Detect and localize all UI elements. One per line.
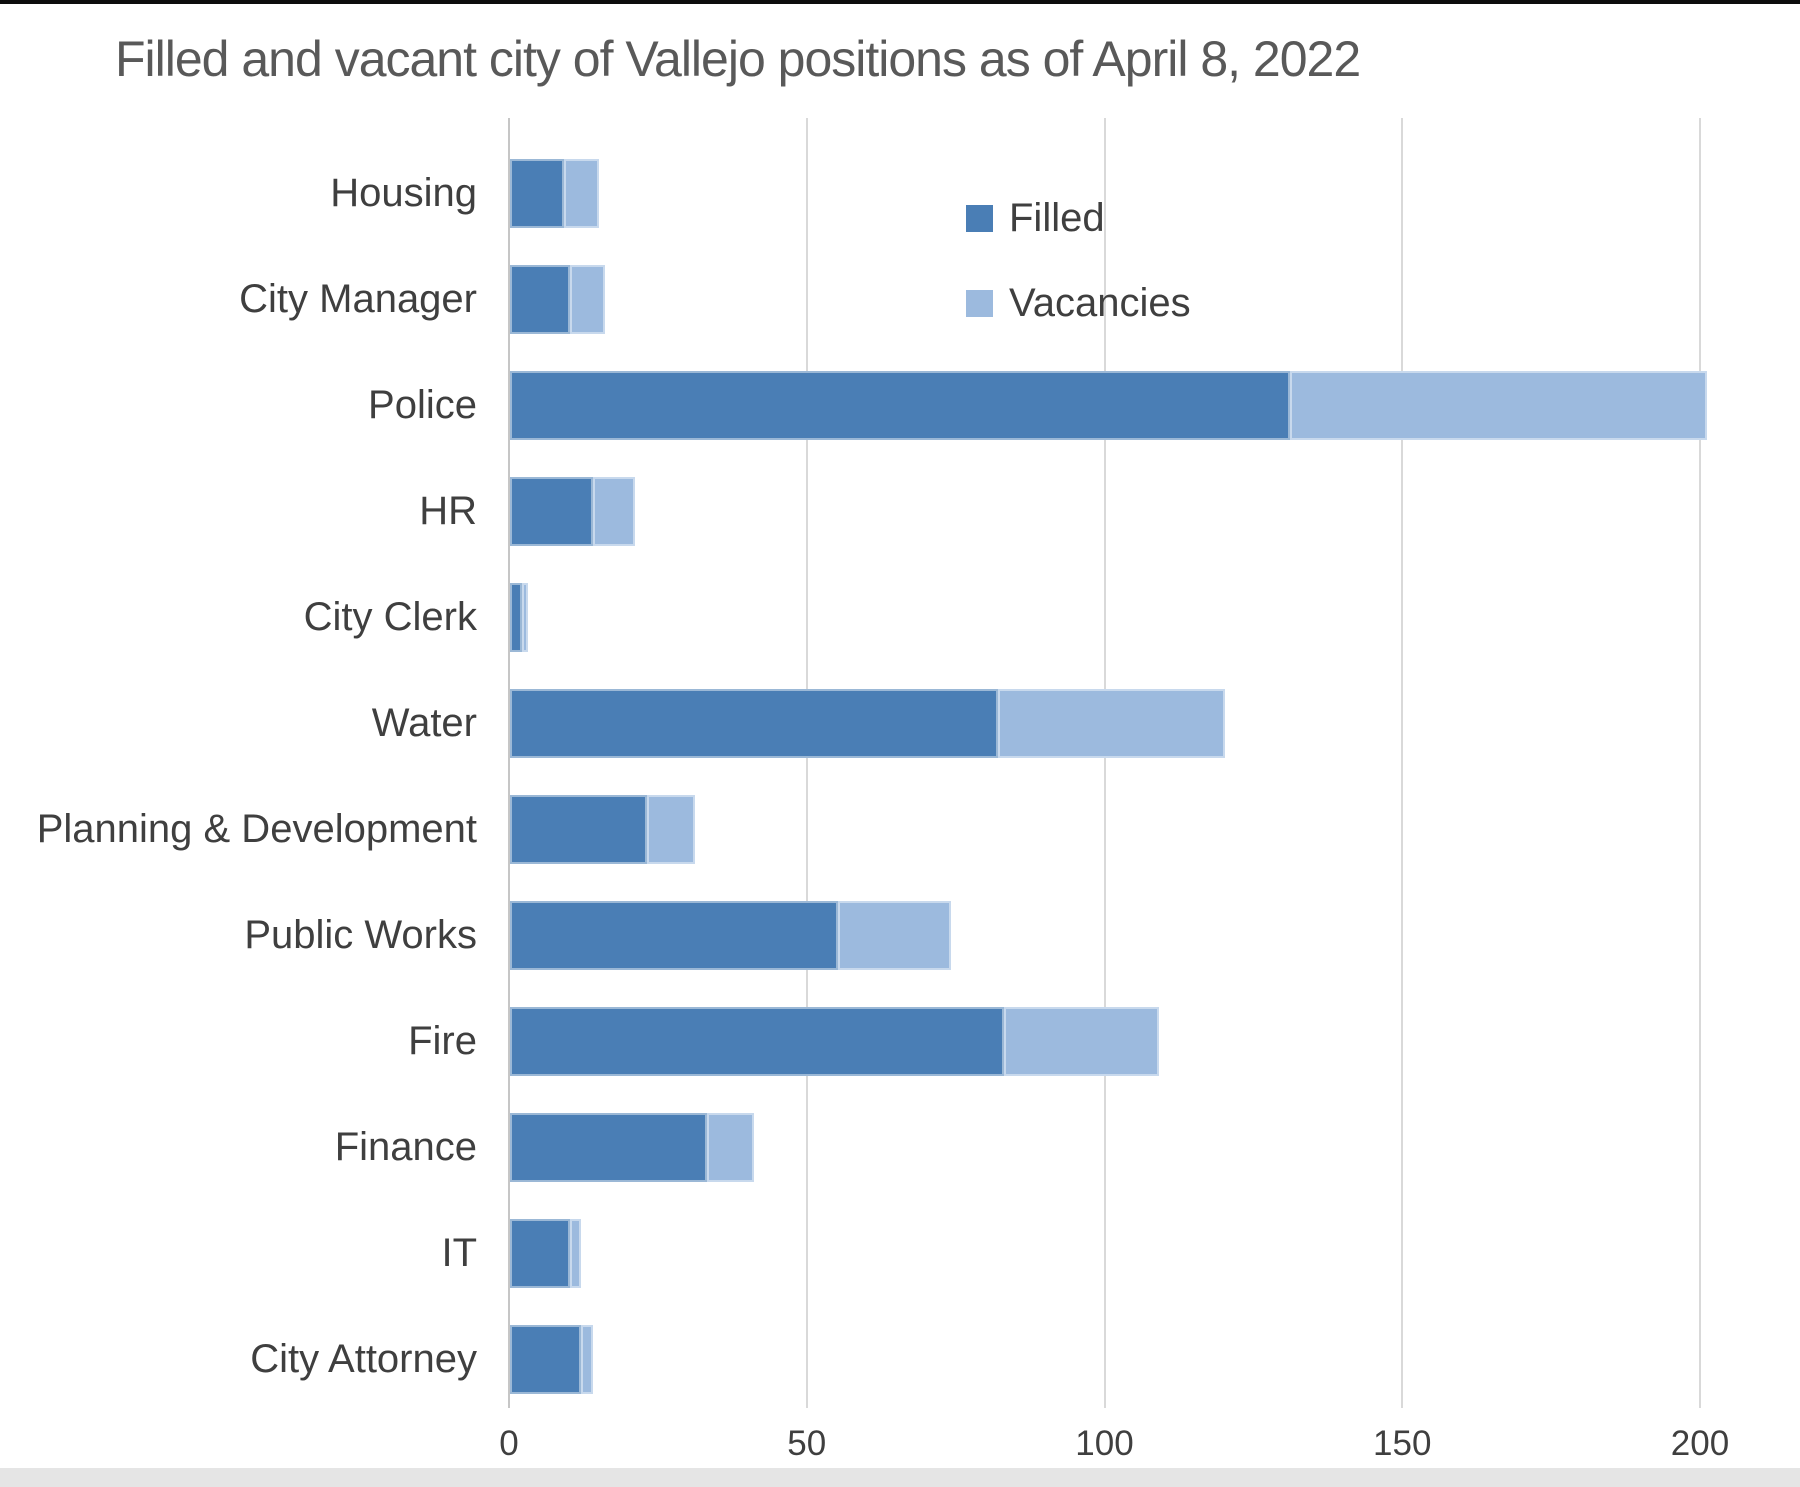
window-top-edge bbox=[0, 0, 1800, 4]
legend-label-vacancies: Vacancies bbox=[1009, 281, 1191, 325]
bar-row bbox=[510, 1324, 594, 1394]
bar-filled-segment bbox=[510, 1006, 1005, 1076]
bottom-edge bbox=[0, 1468, 1800, 1487]
bar-filled-segment bbox=[510, 900, 838, 970]
gridline-200 bbox=[1699, 118, 1701, 1408]
bar-row bbox=[510, 1218, 582, 1288]
bar-row bbox=[510, 476, 636, 546]
category-label: IT bbox=[441, 1230, 477, 1275]
bar-filled-segment bbox=[510, 1324, 582, 1394]
bar-vacancies-segment bbox=[521, 582, 528, 652]
bar-filled-segment bbox=[510, 264, 570, 334]
bar-row bbox=[510, 1006, 1160, 1076]
vacancies-swatch-icon bbox=[966, 290, 993, 317]
x-tick-label-100: 100 bbox=[1075, 1424, 1134, 1463]
bar-row bbox=[510, 582, 528, 652]
category-label: HR bbox=[419, 488, 477, 533]
bar-row bbox=[510, 370, 1707, 440]
legend-item-filled: Filled bbox=[966, 196, 1191, 241]
bar-filled-segment bbox=[510, 1218, 570, 1288]
filled-swatch-icon bbox=[966, 205, 993, 232]
category-label: City Clerk bbox=[303, 594, 477, 639]
legend-item-vacancies: Vacancies bbox=[966, 281, 1191, 326]
bar-filled-segment bbox=[510, 582, 522, 652]
legend: Filled Vacancies bbox=[966, 196, 1191, 326]
category-label: Public Works bbox=[244, 912, 477, 957]
bar-vacancies-segment bbox=[706, 1112, 755, 1182]
category-label: Water bbox=[371, 700, 477, 745]
category-label: Housing bbox=[330, 170, 477, 215]
bar-filled-segment bbox=[510, 688, 999, 758]
bar-row bbox=[510, 1112, 755, 1182]
category-label: Police bbox=[368, 382, 477, 427]
legend-label-filled: Filled bbox=[1009, 196, 1105, 240]
x-tick-label-200: 200 bbox=[1670, 1424, 1730, 1463]
x-tick-label-150: 150 bbox=[1373, 1424, 1432, 1463]
x-tick-label-50: 50 bbox=[787, 1424, 827, 1463]
bar-vacancies-segment bbox=[569, 264, 606, 334]
bar-vacancies-segment bbox=[1004, 1006, 1160, 1076]
bar-row bbox=[510, 794, 695, 864]
gridline-150 bbox=[1401, 118, 1404, 1408]
bar-vacancies-segment bbox=[563, 158, 600, 228]
bar-vacancies-segment bbox=[581, 1324, 594, 1394]
bar-vacancies-segment bbox=[569, 1218, 582, 1288]
bar-vacancies-segment bbox=[837, 900, 951, 970]
bar-filled-segment bbox=[510, 794, 647, 864]
category-label: City Manager bbox=[239, 276, 477, 321]
bar-filled-segment bbox=[510, 476, 594, 546]
bar-vacancies-segment bbox=[646, 794, 695, 864]
gridline-100 bbox=[1103, 118, 1106, 1408]
bar-row bbox=[510, 158, 600, 228]
bar-vacancies-segment bbox=[1290, 370, 1707, 440]
bar-filled-segment bbox=[510, 370, 1291, 440]
gridline-50 bbox=[805, 118, 808, 1408]
bar-row bbox=[510, 900, 951, 970]
bar-vacancies-segment bbox=[593, 476, 636, 546]
category-label: Planning & Development bbox=[36, 806, 477, 851]
category-label: City Attorney bbox=[250, 1336, 477, 1381]
bar-row bbox=[510, 688, 1225, 758]
bar-row bbox=[510, 264, 606, 334]
category-label: Finance bbox=[334, 1124, 477, 1169]
bar-filled-segment bbox=[510, 1112, 707, 1182]
x-tick-label-0: 0 bbox=[499, 1424, 519, 1463]
value-axis-line bbox=[508, 118, 510, 1408]
bar-filled-segment bbox=[510, 158, 564, 228]
bar-vacancies-segment bbox=[998, 688, 1225, 758]
category-label: Fire bbox=[408, 1018, 477, 1063]
chart-title: Filled and vacant city of Vallejo positi… bbox=[115, 31, 1361, 87]
